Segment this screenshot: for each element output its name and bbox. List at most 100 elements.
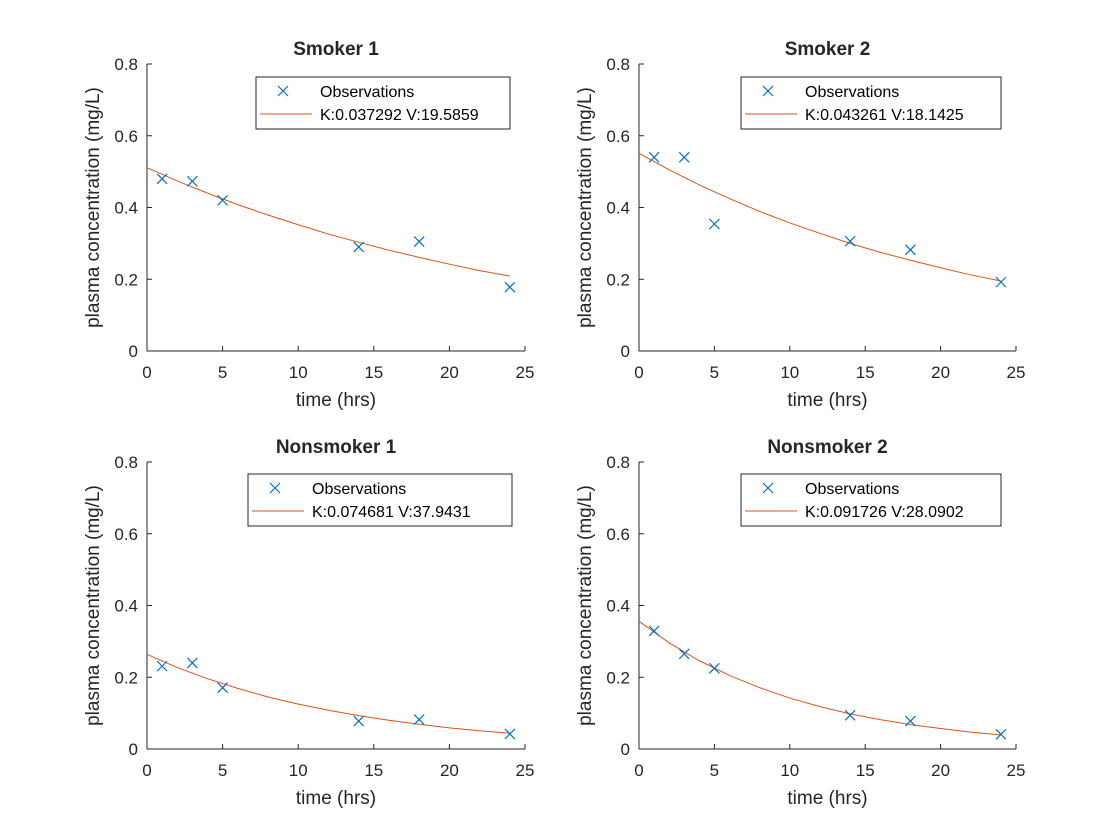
observation-point (708, 218, 720, 230)
x-tick-label: 0 (142, 363, 151, 382)
fit-line (638, 620, 1001, 736)
x-icon (269, 482, 281, 494)
x-tick-label: 20 (931, 363, 950, 382)
legend: Observations K:0.043261 V:18.1425 (740, 76, 1002, 130)
y-tick-label: 0.6 (114, 525, 138, 544)
subplot-1: 0 5 10 15 20 25 0 0.2 0.4 0.6 0.8 Smoker 1 time (hrs… (83, 39, 534, 411)
y-tick-label: 0.4 (114, 199, 138, 218)
y-tick-label: 0.6 (606, 127, 630, 146)
observation-point (995, 728, 1007, 740)
y-axis-label: plasma concentration (mg/L) (575, 485, 596, 726)
chart-title: Smoker 2 (785, 39, 871, 60)
observation-point (504, 281, 516, 293)
y-tick-label: 0.2 (114, 270, 138, 289)
x-axis-label: time (hrs) (787, 788, 867, 809)
subplot-2: 0 5 10 15 20 25 0 0.2 0.4 0.6 0.8 Smoker 2 time (hrs… (575, 39, 1025, 411)
x-tick-label: 10 (289, 761, 308, 780)
legend-entry-observations: Observations (312, 481, 406, 498)
x-icon (762, 482, 774, 494)
legend-entry-observations: Observations (805, 481, 899, 498)
x-tick-label: 15 (856, 761, 875, 780)
legend-box (740, 76, 1002, 130)
observation-point (844, 709, 856, 721)
legend-entry-observations: Observations (320, 84, 414, 101)
legend-box (247, 473, 513, 527)
observation-point (413, 714, 425, 726)
x-tick-label: 0 (142, 761, 151, 780)
x-axis-label: time (hrs) (296, 788, 376, 809)
observation-point (353, 241, 365, 253)
legend-entry-fit: K:0.074681 V:37.9431 (312, 504, 471, 521)
y-tick-label: 0 (621, 342, 630, 361)
y-tick-label: 0 (621, 740, 630, 759)
x-tick-label: 25 (516, 363, 535, 382)
x-tick-label: 5 (710, 761, 719, 780)
x-tick-label: 20 (931, 761, 950, 780)
legend: Observations K:0.037292 V:19.5859 (255, 76, 511, 130)
observation-point (678, 648, 690, 660)
fit-line (638, 152, 1002, 282)
x-tick-label: 5 (710, 363, 719, 382)
observation-point (905, 244, 916, 256)
chart-title: Nonsmoker 2 (767, 437, 887, 458)
x-tick-label: 0 (634, 761, 643, 780)
fit-line (146, 167, 510, 277)
x-tick-label: 5 (218, 363, 227, 382)
y-axis-label: plasma concentration (mg/L) (83, 87, 104, 328)
y-axis-label: plasma concentration (mg/L) (575, 87, 596, 328)
x-tick-label: 20 (440, 761, 459, 780)
observation-point (186, 657, 198, 669)
chart-title: Nonsmoker 1 (276, 437, 397, 458)
y-tick-label: 0.8 (114, 453, 138, 472)
x-icon (762, 85, 774, 97)
legend-entry-observations: Observations (805, 84, 899, 101)
observation-point (186, 175, 198, 187)
legend-box (255, 76, 511, 130)
observation-point (905, 715, 916, 727)
chart-title: Smoker 1 (293, 39, 379, 60)
x-tick-label: 5 (218, 761, 227, 780)
x-icon (277, 85, 289, 97)
observation-point (504, 728, 516, 740)
subplot-3: 0 5 10 15 20 25 0 0.2 0.4 0.6 0.8 Nonsmoker 1 time (… (83, 437, 534, 809)
observation-point (648, 625, 660, 637)
observation-point (995, 276, 1007, 288)
observation-point (678, 151, 690, 163)
observation-point (648, 151, 660, 163)
observation-point (217, 194, 229, 206)
y-tick-label: 0.2 (606, 668, 630, 687)
fit-line (146, 653, 510, 734)
y-tick-label: 0.8 (114, 55, 138, 74)
legend: Observations K:0.091726 V:28.0902 (740, 473, 1002, 527)
x-tick-label: 25 (1007, 363, 1026, 382)
observation-point (844, 235, 856, 247)
y-tick-label: 0 (129, 342, 138, 361)
y-tick-label: 0.2 (114, 668, 138, 687)
y-tick-label: 0.4 (114, 597, 138, 616)
subplot-4: 0 5 10 15 20 25 0 0.2 0.4 0.6 0.8 Nonsmoker 2 time (… (575, 437, 1025, 809)
legend: Observations K:0.074681 V:37.9431 (247, 473, 513, 527)
y-tick-label: 0.2 (606, 270, 630, 289)
x-tick-label: 20 (440, 363, 459, 382)
x-tick-label: 25 (1007, 761, 1026, 780)
legend-entry-fit: K:0.091726 V:28.0902 (805, 504, 964, 521)
x-tick-label: 25 (516, 761, 535, 780)
legend-entry-fit: K:0.043261 V:18.1425 (805, 107, 964, 124)
y-tick-label: 0.4 (606, 199, 630, 218)
x-tick-label: 10 (289, 363, 308, 382)
observation-point (413, 236, 425, 248)
y-tick-label: 0.6 (606, 525, 630, 544)
y-tick-label: 0.8 (606, 55, 630, 74)
x-tick-label: 15 (364, 363, 383, 382)
observation-point (156, 173, 168, 185)
x-tick-label: 10 (780, 761, 799, 780)
y-axis-label: plasma concentration (mg/L) (83, 485, 104, 726)
legend-box (740, 473, 1002, 527)
legend-entry-fit: K:0.037292 V:19.5859 (320, 107, 479, 124)
x-tick-label: 15 (856, 363, 875, 382)
x-axis-label: time (hrs) (296, 390, 376, 411)
y-tick-label: 0.4 (606, 597, 630, 616)
observation-point (353, 715, 365, 727)
x-tick-label: 15 (364, 761, 383, 780)
